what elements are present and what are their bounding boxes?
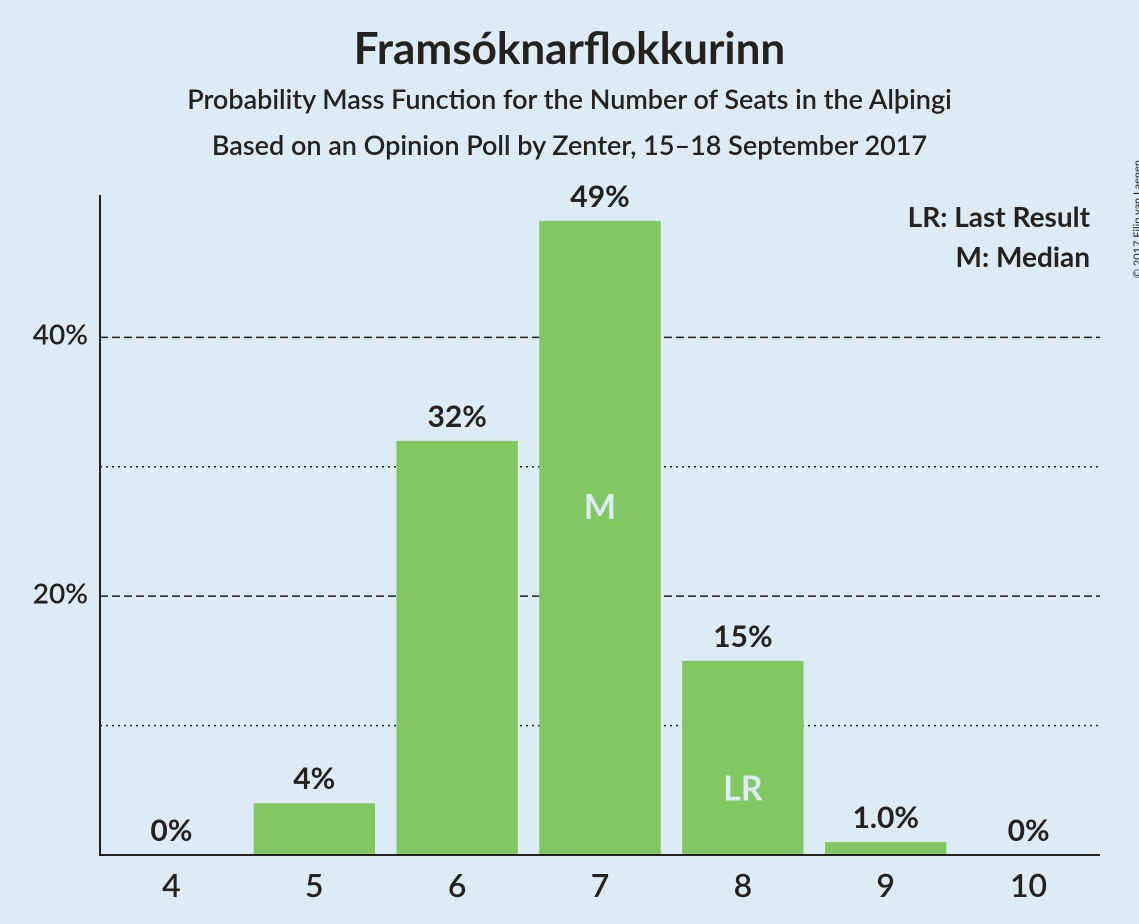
x-axis-label: 6: [448, 865, 467, 904]
x-axis-label: 4: [162, 865, 181, 904]
bar-value-label: 0%: [150, 812, 192, 848]
bar: [539, 221, 660, 855]
x-axis-label: 8: [734, 865, 753, 904]
bar-chart: 20% 40% 0% 4 4% 5 32% 6 49% M 7 15% LR 8 1.0% 9 0% 10 LR: …: [0, 0, 1139, 924]
bar: [254, 803, 375, 855]
x-axis-label: 9: [876, 865, 895, 904]
legend-last-result: LR: Last Result: [908, 199, 1091, 233]
x-axis-label: 10: [1010, 865, 1047, 904]
bar-value-label: 15%: [713, 618, 772, 654]
bar-inner-label: M: [584, 486, 616, 527]
bar-value-label: 32%: [427, 398, 486, 434]
bar-value-label: 1.0%: [852, 799, 919, 835]
y-axis-label: 20%: [33, 575, 88, 609]
bar-value-label: 4%: [293, 760, 335, 796]
y-axis-label: 40%: [33, 316, 88, 350]
x-axis-label: 7: [591, 865, 610, 904]
bar: [396, 441, 517, 855]
bar-inner-label: LR: [723, 768, 763, 809]
x-axis-label: 5: [305, 865, 324, 904]
bar-value-label: 0%: [1008, 812, 1050, 848]
legend-median: M: Median: [956, 239, 1090, 273]
bar: [825, 842, 946, 855]
bar-value-label: 49%: [570, 178, 629, 214]
bar: [682, 661, 803, 855]
